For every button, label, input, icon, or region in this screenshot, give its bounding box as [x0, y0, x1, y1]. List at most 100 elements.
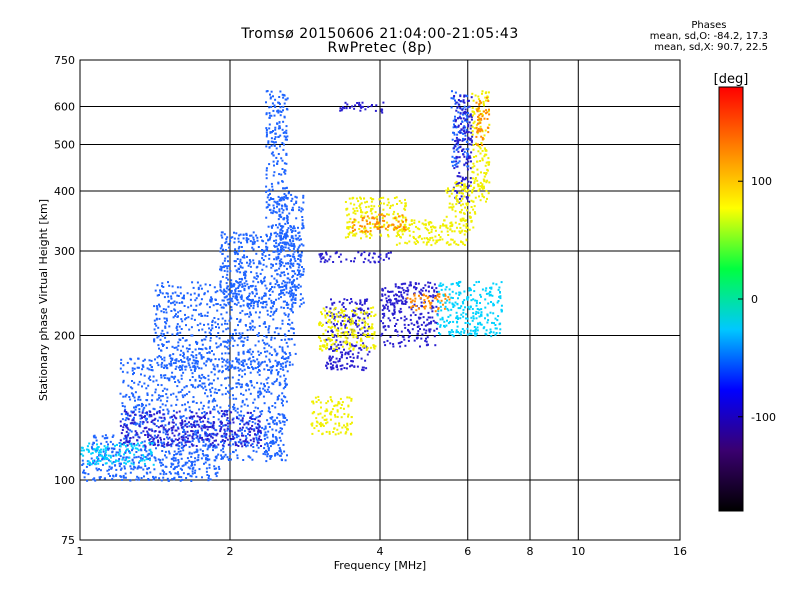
data-point	[285, 341, 288, 344]
data-point	[346, 320, 349, 323]
data-point	[462, 219, 465, 222]
data-point	[227, 243, 230, 246]
data-point	[426, 237, 428, 240]
data-point	[241, 256, 244, 259]
data-point	[402, 289, 405, 292]
data-point	[235, 251, 238, 254]
data-point	[201, 476, 203, 479]
data-point	[273, 250, 276, 253]
data-point	[327, 362, 330, 365]
data-point	[206, 357, 209, 360]
data-point	[212, 427, 215, 430]
data-point	[222, 330, 225, 333]
data-point	[248, 420, 251, 422]
data-point	[160, 384, 163, 387]
data-point	[212, 379, 215, 382]
data-point	[275, 224, 277, 227]
data-point	[267, 386, 270, 389]
data-point	[147, 377, 150, 380]
data-point	[399, 345, 402, 348]
data-point	[193, 420, 196, 423]
data-point	[367, 259, 370, 262]
data-point	[243, 287, 246, 290]
data-point	[277, 111, 280, 114]
data-point	[390, 303, 392, 306]
data-point	[205, 360, 208, 363]
data-point	[235, 303, 238, 306]
data-point	[265, 355, 268, 358]
data-point	[418, 290, 421, 293]
data-point	[227, 443, 230, 446]
data-point	[298, 231, 301, 234]
data-point	[337, 327, 340, 330]
data-point	[348, 342, 351, 345]
data-point	[376, 222, 379, 225]
data-point	[201, 452, 204, 455]
data-point	[220, 234, 223, 237]
data-point	[392, 343, 395, 346]
data-point	[271, 286, 273, 288]
data-point	[272, 174, 275, 177]
data-point	[353, 345, 356, 348]
data-point	[340, 260, 343, 263]
data-point	[455, 155, 458, 158]
data-point	[236, 417, 239, 420]
data-point	[208, 347, 211, 350]
data-point	[328, 348, 331, 351]
data-point	[270, 137, 273, 140]
data-point	[110, 447, 113, 450]
data-point	[479, 152, 482, 155]
data-point	[233, 283, 236, 286]
data-point	[292, 247, 295, 250]
data-point	[277, 243, 280, 246]
data-point	[279, 110, 282, 113]
data-point	[337, 401, 340, 403]
data-point	[367, 307, 369, 310]
data-point	[280, 291, 283, 294]
data-point	[171, 415, 173, 418]
data-point	[358, 103, 360, 106]
data-point	[206, 435, 209, 438]
data-point	[338, 300, 341, 303]
data-point	[471, 114, 474, 117]
data-point	[284, 241, 287, 244]
data-point	[252, 446, 255, 448]
data-point	[358, 101, 361, 104]
data-point	[274, 132, 277, 135]
data-point	[353, 224, 356, 227]
data-point	[274, 269, 277, 272]
data-point	[285, 136, 287, 139]
data-point	[416, 332, 419, 335]
data-point	[334, 422, 337, 425]
data-point	[280, 264, 283, 266]
data-point	[165, 292, 168, 295]
data-point	[278, 215, 281, 217]
data-point	[459, 130, 462, 132]
data-point	[253, 242, 256, 245]
data-point	[170, 295, 173, 298]
data-point	[161, 282, 164, 285]
data-point	[364, 322, 367, 325]
data-point	[190, 369, 193, 372]
data-point	[361, 321, 364, 324]
data-point	[233, 260, 236, 263]
data-point	[275, 235, 278, 238]
data-point	[410, 308, 413, 311]
data-point	[351, 344, 354, 347]
data-point	[157, 394, 160, 397]
data-point	[198, 352, 201, 355]
data-point	[408, 332, 411, 334]
data-point	[237, 287, 240, 289]
data-point	[451, 138, 454, 141]
data-point	[152, 440, 155, 443]
data-point	[203, 425, 206, 428]
data-point	[160, 479, 163, 482]
data-point	[165, 364, 168, 367]
data-point	[361, 105, 364, 108]
data-point	[387, 317, 390, 320]
data-point	[400, 317, 403, 320]
data-point	[220, 231, 223, 234]
data-point	[251, 292, 254, 295]
data-point	[280, 258, 283, 261]
data-point	[192, 385, 194, 388]
